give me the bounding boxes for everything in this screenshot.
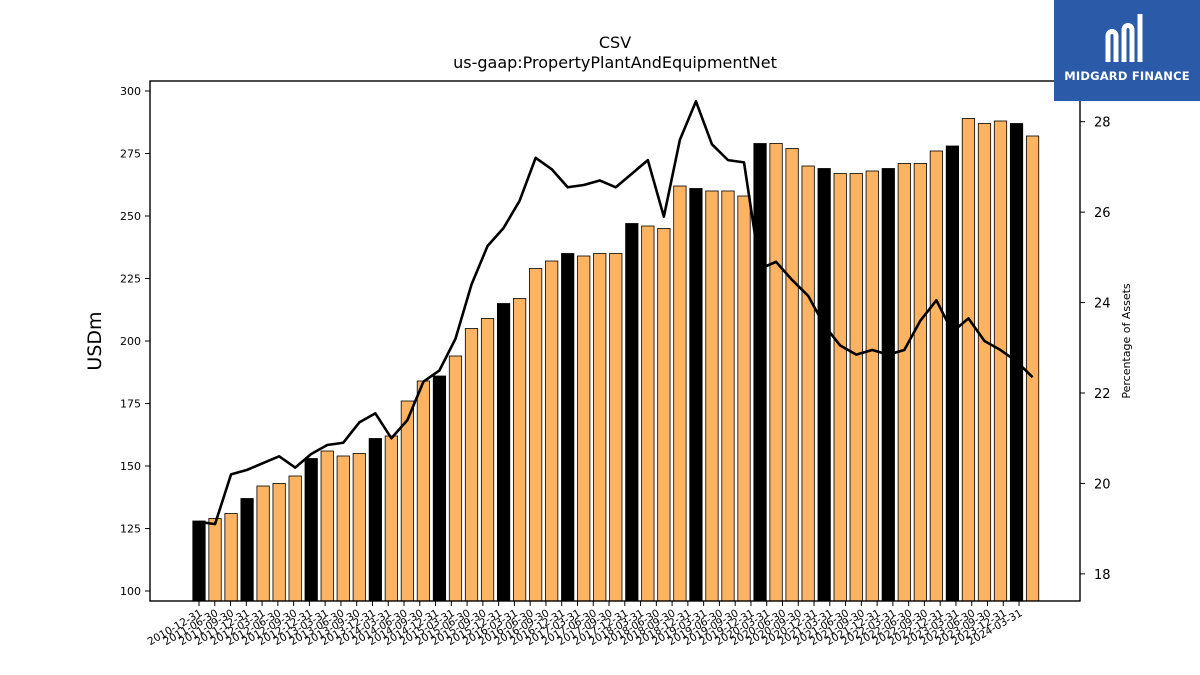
bar bbox=[833, 173, 847, 602]
bar bbox=[256, 485, 270, 602]
bar bbox=[801, 165, 815, 602]
y2-tick-label: 18 bbox=[1094, 568, 1111, 583]
x-tick-labels: 2010-12-312011-06-302011-09-302011-12-31… bbox=[146, 601, 1025, 648]
bar bbox=[881, 168, 895, 602]
bar bbox=[288, 475, 302, 602]
y2-axis-label: Percentage of Assets bbox=[1120, 283, 1133, 399]
y-tick-label: 225 bbox=[120, 273, 141, 286]
bar bbox=[705, 190, 719, 602]
percentage-line bbox=[198, 100, 1034, 526]
bar bbox=[865, 170, 879, 602]
axes-layer: 100 125 150 175 200 225 250 275 300 18 20 22 24 26 28 bbox=[120, 80, 1111, 602]
bar bbox=[1025, 135, 1040, 602]
bar bbox=[929, 150, 943, 602]
bar bbox=[513, 298, 527, 602]
bar bbox=[400, 400, 414, 602]
chart-title: CSV bbox=[599, 33, 631, 52]
bar bbox=[272, 483, 286, 602]
bar bbox=[657, 228, 671, 602]
bar bbox=[352, 453, 366, 602]
y2-tick-label: 22 bbox=[1094, 387, 1111, 402]
y2-tick-label: 20 bbox=[1094, 477, 1111, 492]
y-tick-label: 175 bbox=[120, 398, 141, 411]
bar bbox=[561, 253, 575, 602]
midgard-logo-icon bbox=[1105, 14, 1143, 62]
bar bbox=[769, 143, 783, 602]
bar bbox=[641, 225, 655, 602]
line-layer bbox=[198, 100, 1034, 526]
bar bbox=[625, 223, 639, 602]
bar bbox=[817, 168, 831, 602]
bar bbox=[913, 163, 927, 602]
chart-subtitle: us-gaap:PropertyPlantAndEquipmentNet bbox=[453, 53, 777, 72]
y-tick-label: 250 bbox=[120, 210, 141, 223]
bar bbox=[480, 318, 495, 602]
y-tick-label: 100 bbox=[120, 585, 141, 598]
bar bbox=[689, 188, 703, 602]
bar bbox=[320, 450, 334, 602]
bar bbox=[849, 173, 863, 602]
y-axis-label: USDm bbox=[84, 311, 106, 370]
bar bbox=[897, 163, 911, 602]
bar bbox=[577, 255, 591, 602]
bar bbox=[192, 520, 206, 602]
bar bbox=[993, 120, 1008, 602]
bar bbox=[609, 253, 623, 602]
bar bbox=[529, 268, 543, 602]
y2-tick-label: 28 bbox=[1094, 116, 1111, 131]
bar bbox=[961, 118, 976, 602]
y2-tick-label: 24 bbox=[1094, 297, 1111, 312]
bar bbox=[448, 355, 463, 602]
bar bbox=[593, 253, 607, 602]
bar bbox=[336, 455, 350, 602]
bar bbox=[384, 435, 398, 602]
bar bbox=[224, 513, 238, 602]
bar bbox=[240, 498, 254, 602]
bar bbox=[416, 380, 431, 602]
bar bbox=[368, 438, 382, 602]
bar bbox=[304, 458, 318, 602]
bar bbox=[785, 148, 799, 602]
bar bbox=[737, 195, 751, 602]
bar bbox=[753, 143, 767, 602]
bars-layer bbox=[192, 118, 1040, 602]
brand-logo: MIDGARD FINANCE bbox=[1054, 0, 1200, 101]
y-tick-label: 125 bbox=[120, 523, 141, 536]
brand-name: MIDGARD FINANCE bbox=[1064, 69, 1190, 83]
y2-tick-label: 26 bbox=[1094, 206, 1111, 221]
bar bbox=[208, 518, 222, 602]
bar bbox=[945, 145, 960, 602]
bar bbox=[721, 190, 735, 602]
bar bbox=[496, 303, 511, 602]
y-tick-label: 275 bbox=[120, 148, 141, 161]
bar bbox=[432, 375, 447, 602]
bar bbox=[545, 260, 559, 602]
y-tick-label: 150 bbox=[120, 460, 141, 473]
y-tick-label: 200 bbox=[120, 335, 141, 348]
y-tick-label: 300 bbox=[120, 85, 141, 98]
bar bbox=[464, 328, 479, 602]
bar bbox=[673, 185, 687, 602]
bar bbox=[977, 123, 992, 602]
